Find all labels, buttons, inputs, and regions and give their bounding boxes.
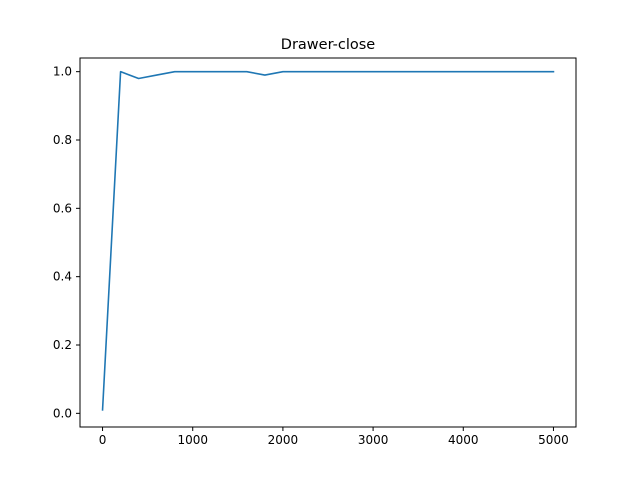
y-tick-label: 0.6 <box>53 201 72 215</box>
y-axis-ticks: 0.0 0.2 0.4 0.6 0.8 1.0 <box>53 65 80 420</box>
y-tick-label: 1.0 <box>53 65 72 79</box>
x-tick-label: 2000 <box>268 433 299 447</box>
x-tick-label: 3000 <box>358 433 389 447</box>
plot-area-frame <box>79 57 577 428</box>
chart-title: Drawer-close <box>281 37 375 53</box>
x-tick-label: 5000 <box>538 433 569 447</box>
x-axis-ticks: 0 1000 2000 3000 4000 5000 <box>99 427 569 447</box>
x-tick-label: 1000 <box>177 433 208 447</box>
y-tick-label: 0.2 <box>53 338 72 352</box>
x-tick-label: 4000 <box>448 433 479 447</box>
x-tick-label: 0 <box>99 433 107 447</box>
y-tick-label: 0.4 <box>53 270 72 284</box>
series-line <box>101 70 555 411</box>
series-layer <box>101 70 555 411</box>
y-tick-label: 0.0 <box>53 406 72 420</box>
y-tick-label: 0.8 <box>53 133 72 147</box>
